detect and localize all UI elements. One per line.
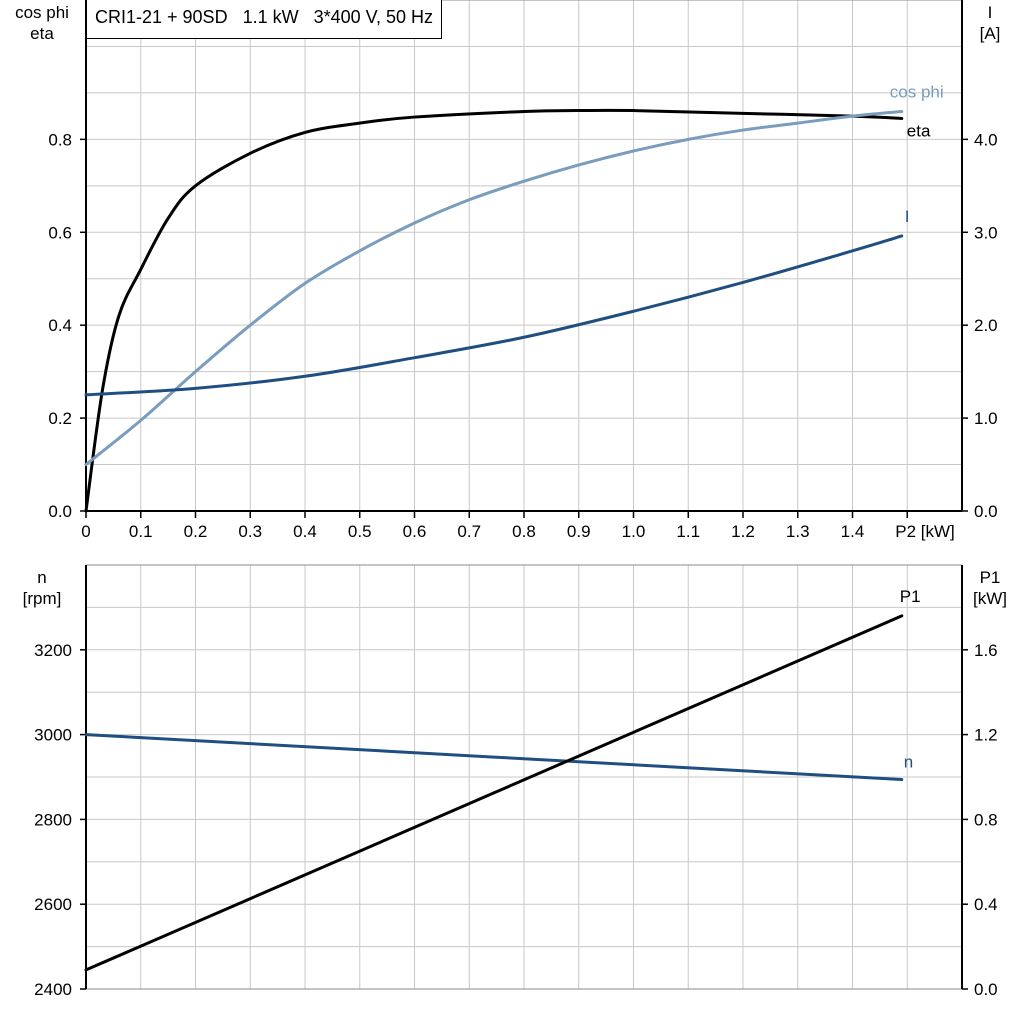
y-tick-label-right: 2.0: [974, 316, 998, 335]
y-axis-label-right: I: [988, 3, 993, 22]
x-tick-label: 0.9: [567, 522, 591, 541]
x-tick-label: 0.2: [184, 522, 208, 541]
series-line-I: [84, 234, 904, 397]
y-axis-label-right: P1: [980, 568, 1001, 587]
y-axis-label-right: [kW]: [973, 589, 1007, 608]
x-tick-label: 1.4: [841, 522, 865, 541]
x-tick-label: 0.6: [403, 522, 427, 541]
y-tick-label-right: 0.8: [974, 810, 998, 829]
x-tick-label: 0: [81, 522, 90, 541]
series-line-n: [84, 733, 904, 782]
y-axis-label-left: cos phi: [15, 3, 69, 22]
x-tick-label: 0.5: [348, 522, 372, 541]
y-tick-label-left: 3000: [34, 726, 72, 745]
x-tick-label: 0.7: [457, 522, 481, 541]
y-tick-label-right: 3.0: [974, 223, 998, 242]
y-tick-label-right: 0.0: [974, 502, 998, 521]
y-tick-label-left: 2800: [34, 810, 72, 829]
y-tick-label-right: 0.0: [974, 980, 998, 999]
y-tick-label-right: 0.4: [974, 895, 998, 914]
y-tick-label-right: 4.0: [974, 130, 998, 149]
series-line-P1: [84, 614, 904, 972]
y-tick-label-left: 0.8: [48, 130, 72, 149]
x-tick-label: 1.2: [731, 522, 755, 541]
series-label-P1: P1: [900, 587, 921, 606]
x-tick-label: 1.3: [786, 522, 810, 541]
y-tick-label-left: 0.4: [48, 316, 72, 335]
series-line-eta: [84, 108, 904, 513]
y-tick-label-left: 2600: [34, 895, 72, 914]
y-axis-label-left: eta: [30, 24, 54, 43]
y-tick-label-left: 0.0: [48, 502, 72, 521]
y-tick-label-right: 1.2: [974, 726, 998, 745]
x-tick-label: 0.1: [129, 522, 153, 541]
series-line-cos-phi: [84, 109, 904, 467]
y-axis-label-left: n: [37, 568, 46, 587]
x-tick-label: 1.1: [676, 522, 700, 541]
series-label-I: I: [905, 207, 910, 226]
x-tick-label: 0.4: [293, 522, 317, 541]
chart-title: CRI1-21 + 90SD 1.1 kW 3*400 V, 50 Hz: [86, 0, 443, 39]
x-tick-label: 0.3: [238, 522, 262, 541]
y-tick-label-left: 3200: [34, 641, 72, 660]
y-axis-label-right: [A]: [980, 24, 1001, 43]
y-tick-label-left: 0.6: [48, 223, 72, 242]
series-label-n: n: [904, 753, 913, 772]
y-tick-label-right: 1.0: [974, 409, 998, 428]
x-tick-label: 0.8: [512, 522, 536, 541]
y-tick-label-right: 1.6: [974, 641, 998, 660]
y-tick-label-left: 2400: [34, 980, 72, 999]
x-axis-label: P2 [kW]: [895, 522, 955, 541]
x-tick-label: 1.0: [622, 522, 646, 541]
series-label-eta: eta: [907, 121, 931, 140]
series-label-cos-phi: cos phi: [890, 82, 944, 101]
y-tick-label-left: 0.2: [48, 409, 72, 428]
y-axis-label-left: [rpm]: [23, 589, 62, 608]
